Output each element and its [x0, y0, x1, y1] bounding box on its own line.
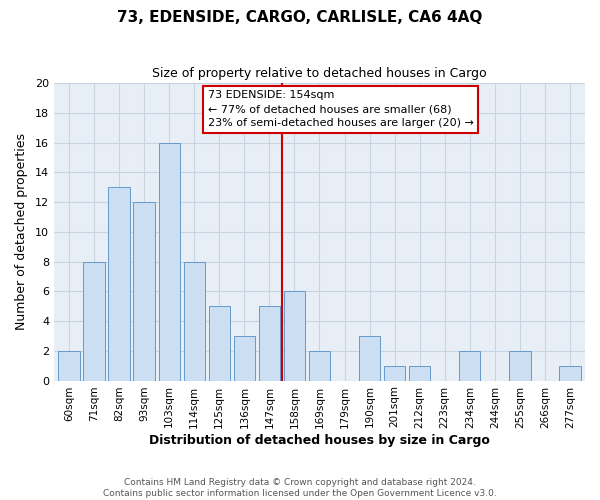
Bar [284, 292, 305, 380]
Bar [359, 336, 380, 380]
Bar [209, 306, 230, 380]
Bar [459, 351, 481, 380]
Bar [184, 262, 205, 380]
Bar [384, 366, 405, 380]
Bar [409, 366, 430, 380]
Y-axis label: Number of detached properties: Number of detached properties [15, 134, 28, 330]
Bar [109, 187, 130, 380]
Bar [133, 202, 155, 380]
Bar [58, 351, 80, 380]
X-axis label: Distribution of detached houses by size in Cargo: Distribution of detached houses by size … [149, 434, 490, 448]
Bar [83, 262, 104, 380]
Bar [233, 336, 255, 380]
Text: 73 EDENSIDE: 154sqm
← 77% of detached houses are smaller (68)
23% of semi-detach: 73 EDENSIDE: 154sqm ← 77% of detached ho… [208, 90, 474, 128]
Text: 73, EDENSIDE, CARGO, CARLISLE, CA6 4AQ: 73, EDENSIDE, CARGO, CARLISLE, CA6 4AQ [118, 10, 482, 25]
Bar [259, 306, 280, 380]
Text: Contains HM Land Registry data © Crown copyright and database right 2024.
Contai: Contains HM Land Registry data © Crown c… [103, 478, 497, 498]
Title: Size of property relative to detached houses in Cargo: Size of property relative to detached ho… [152, 68, 487, 80]
Bar [309, 351, 330, 380]
Bar [559, 366, 581, 380]
Bar [158, 142, 180, 380]
Bar [509, 351, 530, 380]
